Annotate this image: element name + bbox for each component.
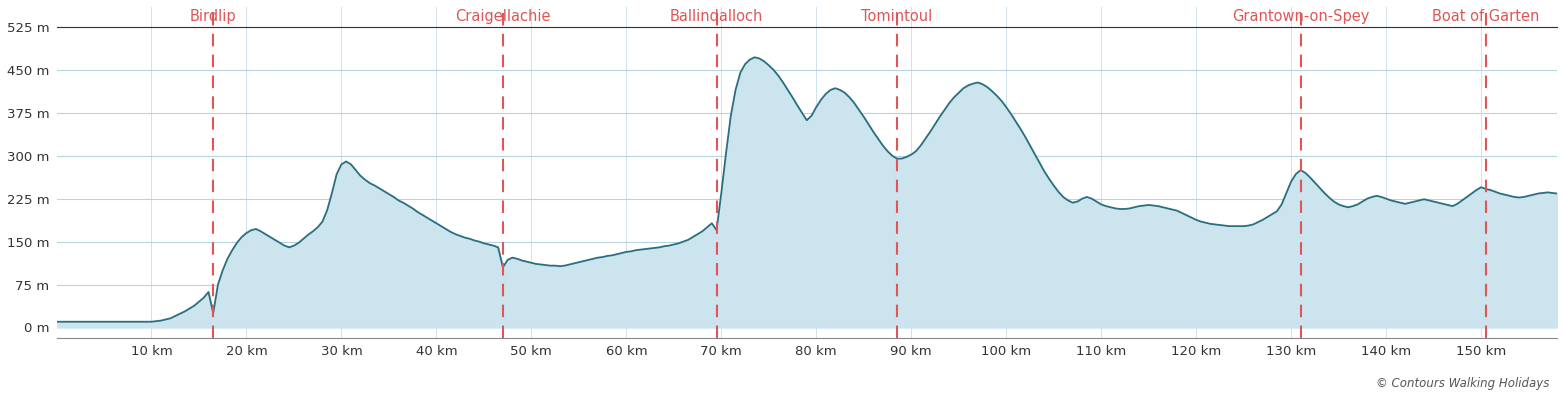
Text: Boat of Garten: Boat of Garten <box>1433 9 1539 24</box>
Text: Grantown-on-Spey: Grantown-on-Spey <box>1232 9 1370 24</box>
Text: Ballindalloch: Ballindalloch <box>669 9 763 24</box>
Text: Tomintoul: Tomintoul <box>862 9 932 24</box>
Text: Birdlip: Birdlip <box>189 9 236 24</box>
Text: © Contours Walking Holidays: © Contours Walking Holidays <box>1376 378 1550 391</box>
Text: Craigellachie: Craigellachie <box>455 9 551 24</box>
